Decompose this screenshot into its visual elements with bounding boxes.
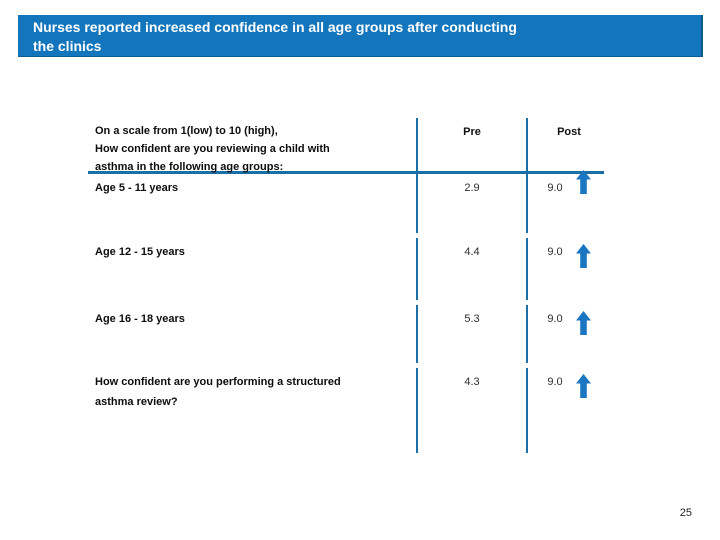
confidence-table: On a scale from 1(low) to 10 (high), How… xyxy=(88,118,604,453)
slide-title: Nurses reported increased confidence in … xyxy=(33,19,517,54)
post-cell: 9.0 xyxy=(526,368,604,453)
up-arrow-icon xyxy=(575,244,591,268)
up-arrow-icon xyxy=(575,170,591,194)
pre-value: 4.4 xyxy=(416,238,526,300)
column-header-pre: Pre xyxy=(416,118,526,174)
up-arrow-icon xyxy=(575,311,591,335)
page-number: 25 xyxy=(679,507,692,519)
column-header-post: Post xyxy=(526,118,604,174)
post-value: 9.0 xyxy=(547,313,563,325)
post-cell: 9.0 xyxy=(526,305,604,363)
post-cell: 9.0 xyxy=(526,170,604,233)
pre-value: 4.3 xyxy=(416,368,526,453)
table-row: Age 16 - 18 years 5.3 9.0 xyxy=(88,305,604,363)
row-label: Age 5 - 11 years xyxy=(95,182,179,194)
row-label: Age 16 - 18 years xyxy=(95,313,185,325)
table-row: Age 12 - 15 years 4.4 9.0 xyxy=(88,238,604,300)
row-label: Age 12 - 15 years xyxy=(95,246,185,258)
table-question: On a scale from 1(low) to 10 (high), How… xyxy=(88,118,416,174)
up-arrow-icon xyxy=(575,374,591,398)
pre-value: 2.9 xyxy=(416,174,526,233)
table-row: Age 5 - 11 years 2.9 9.0 xyxy=(88,170,604,233)
post-cell: 9.0 xyxy=(526,238,604,300)
title-banner: Nurses reported increased confidence in … xyxy=(18,15,703,57)
pre-value: 5.3 xyxy=(416,305,526,363)
post-value: 9.0 xyxy=(547,376,563,388)
post-value: 9.0 xyxy=(547,182,563,194)
table-header-row: On a scale from 1(low) to 10 (high), How… xyxy=(88,118,604,174)
table-row: How confident are you performing a struc… xyxy=(88,368,604,453)
row-label: How confident are you performing a struc… xyxy=(95,376,341,408)
post-value: 9.0 xyxy=(547,246,563,258)
